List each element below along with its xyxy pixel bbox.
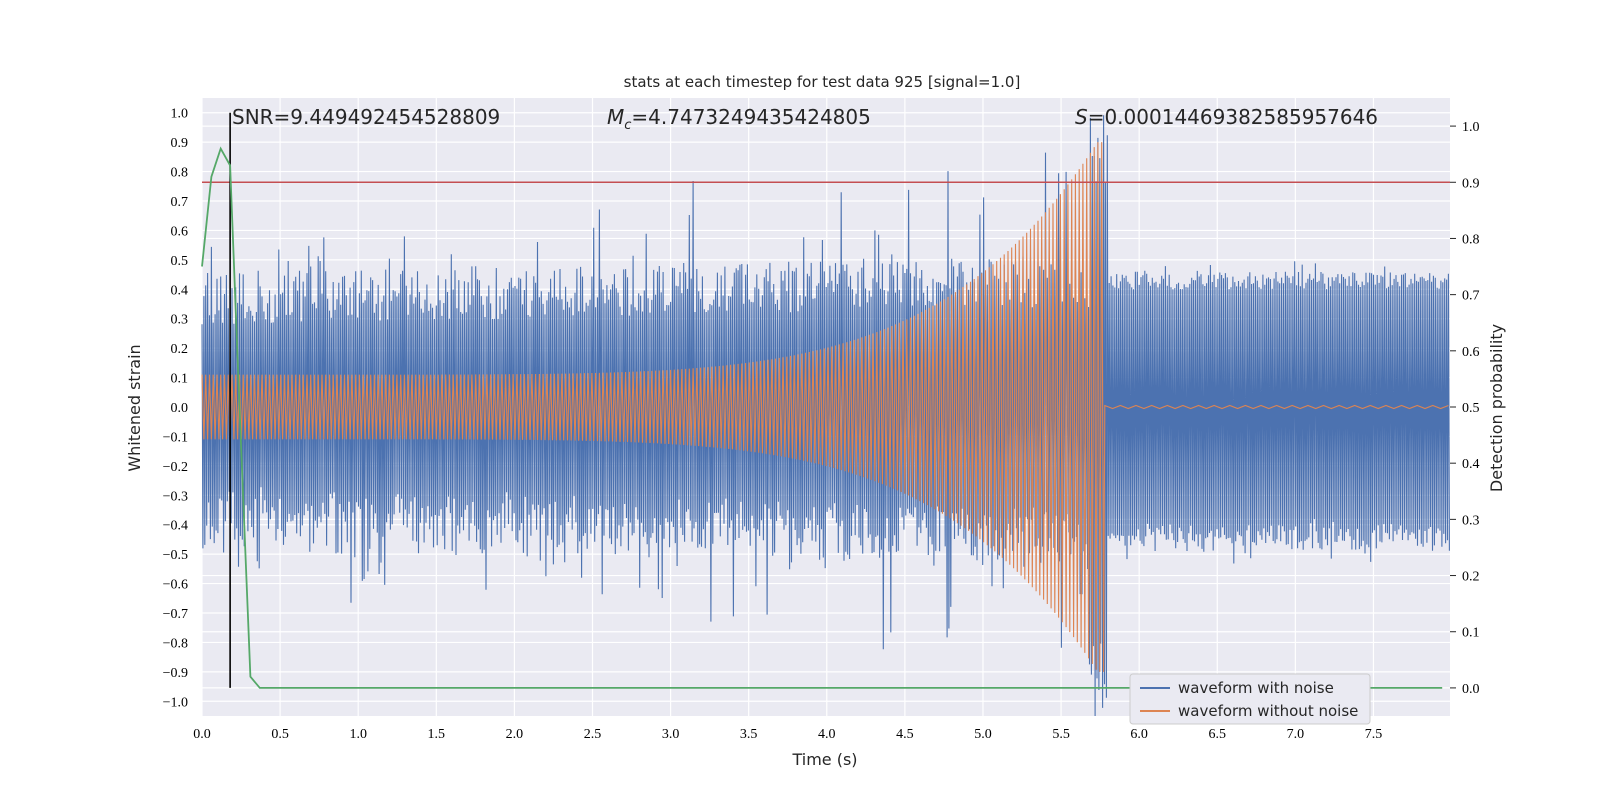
y-left-tick-label: 0.8 [171, 166, 189, 181]
x-tick-label: 4.5 [896, 727, 914, 742]
s-symbol: S [1075, 105, 1088, 129]
x-tick-label: 0.0 [193, 727, 211, 742]
y-left-tick-label: 1.0 [171, 107, 189, 122]
y-left-tick-label: 0.3 [171, 313, 189, 328]
y-left-tick-label: 0.6 [171, 224, 189, 239]
y-right-tick-label: 0.0 [1462, 682, 1480, 697]
x-tick-label: 2.5 [584, 727, 602, 742]
legend-box [1129, 673, 1371, 725]
series-waveform-without-noise [201, 142, 1449, 672]
y-axis-right-label: Detection probability [1487, 324, 1506, 492]
y-right-tick-label: 0.5 [1462, 401, 1480, 416]
series-detection-probability [201, 146, 1443, 689]
y-right-tick-label: 0.2 [1462, 570, 1480, 585]
y-right-tick-label: 0.8 [1462, 232, 1480, 247]
legend: waveform with noise waveform without noi… [1129, 673, 1371, 725]
y-axis-left-label: Whitened strain [125, 344, 144, 471]
mc-subscript: c [624, 118, 631, 133]
y-left-tick-label: −0.4 [163, 519, 188, 534]
s-annotation: S=0.00014469382585957646 [1075, 105, 1378, 129]
y-right-tick-label: 0.7 [1462, 289, 1480, 304]
y-left-tick-label: −0.2 [163, 460, 188, 475]
x-tick-label: 7.5 [1365, 727, 1383, 742]
y-left-tick-label: −0.8 [163, 636, 188, 651]
y-left-tick-label: −0.7 [163, 607, 188, 622]
y-left-tick-label: 0.9 [171, 136, 189, 151]
x-tick-label: 1.5 [428, 727, 446, 742]
y-left-tick-label: −0.1 [163, 430, 188, 445]
x-tick-label: 2.0 [506, 727, 524, 742]
y-left-tick-label: −0.3 [163, 489, 188, 504]
mc-symbol: M [607, 105, 624, 129]
y-left-tick-label: 0.5 [171, 254, 189, 269]
y-left-tick-label: 0.7 [171, 195, 189, 210]
y-left-tick-label: −0.5 [163, 548, 188, 563]
x-tick-label: 3.0 [662, 727, 680, 742]
y-right-tick-label: 0.1 [1462, 626, 1480, 641]
axes-layer: 0.0 0.5 1.0 1.5 2.0 2.5 3.0 3.5 4.0 4.5 5.0 5.5 6.0 6… [163, 107, 1480, 742]
y-left-tick-label: −0.9 [163, 666, 188, 681]
y-left-tick-label: 0.4 [171, 283, 189, 298]
y-right-tick-label: 0.9 [1462, 176, 1480, 191]
y-left-tick-label: −1.0 [163, 695, 188, 710]
x-tick-label: 5.0 [974, 727, 992, 742]
mc-value: =4.7473249435424805 [631, 105, 870, 129]
mc-annotation: Mc=4.7473249435424805 [607, 105, 871, 133]
x-tick-label: 6.0 [1130, 727, 1148, 742]
x-tick-label: 7.0 [1287, 727, 1305, 742]
x-tick-label: 4.0 [818, 727, 836, 742]
series-layer [201, 112, 1450, 717]
s-value: =0.00014469382585957646 [1088, 105, 1378, 129]
x-tick-label: 6.5 [1209, 727, 1227, 742]
y-right-tick-label: 0.6 [1462, 345, 1480, 360]
y-left-tick-label: 0.0 [171, 401, 189, 416]
y-left-tick-label: 0.2 [171, 342, 189, 357]
x-tick-label: 3.5 [740, 727, 758, 742]
y-right-tick-label: 0.3 [1462, 513, 1480, 528]
y-right-tick-label: 0.4 [1462, 457, 1480, 472]
y-left-tick-label: 0.1 [171, 372, 189, 387]
x-tick-label: 0.5 [271, 727, 289, 742]
y-left-tick-label: −0.6 [163, 578, 188, 593]
legend-label-noise: waveform with noise [1178, 679, 1334, 697]
snr-annotation: SNR=9.449492454528809 [232, 105, 500, 129]
legend-label-clean: waveform without noise [1178, 702, 1358, 720]
y-right-tick-label: 1.0 [1462, 120, 1480, 135]
x-tick-label: 1.0 [349, 727, 367, 742]
x-tick-label: 5.5 [1052, 727, 1070, 742]
x-axis-label: Time (s) [791, 750, 857, 769]
chart-title: stats at each timestep for test data 925… [624, 73, 1021, 91]
